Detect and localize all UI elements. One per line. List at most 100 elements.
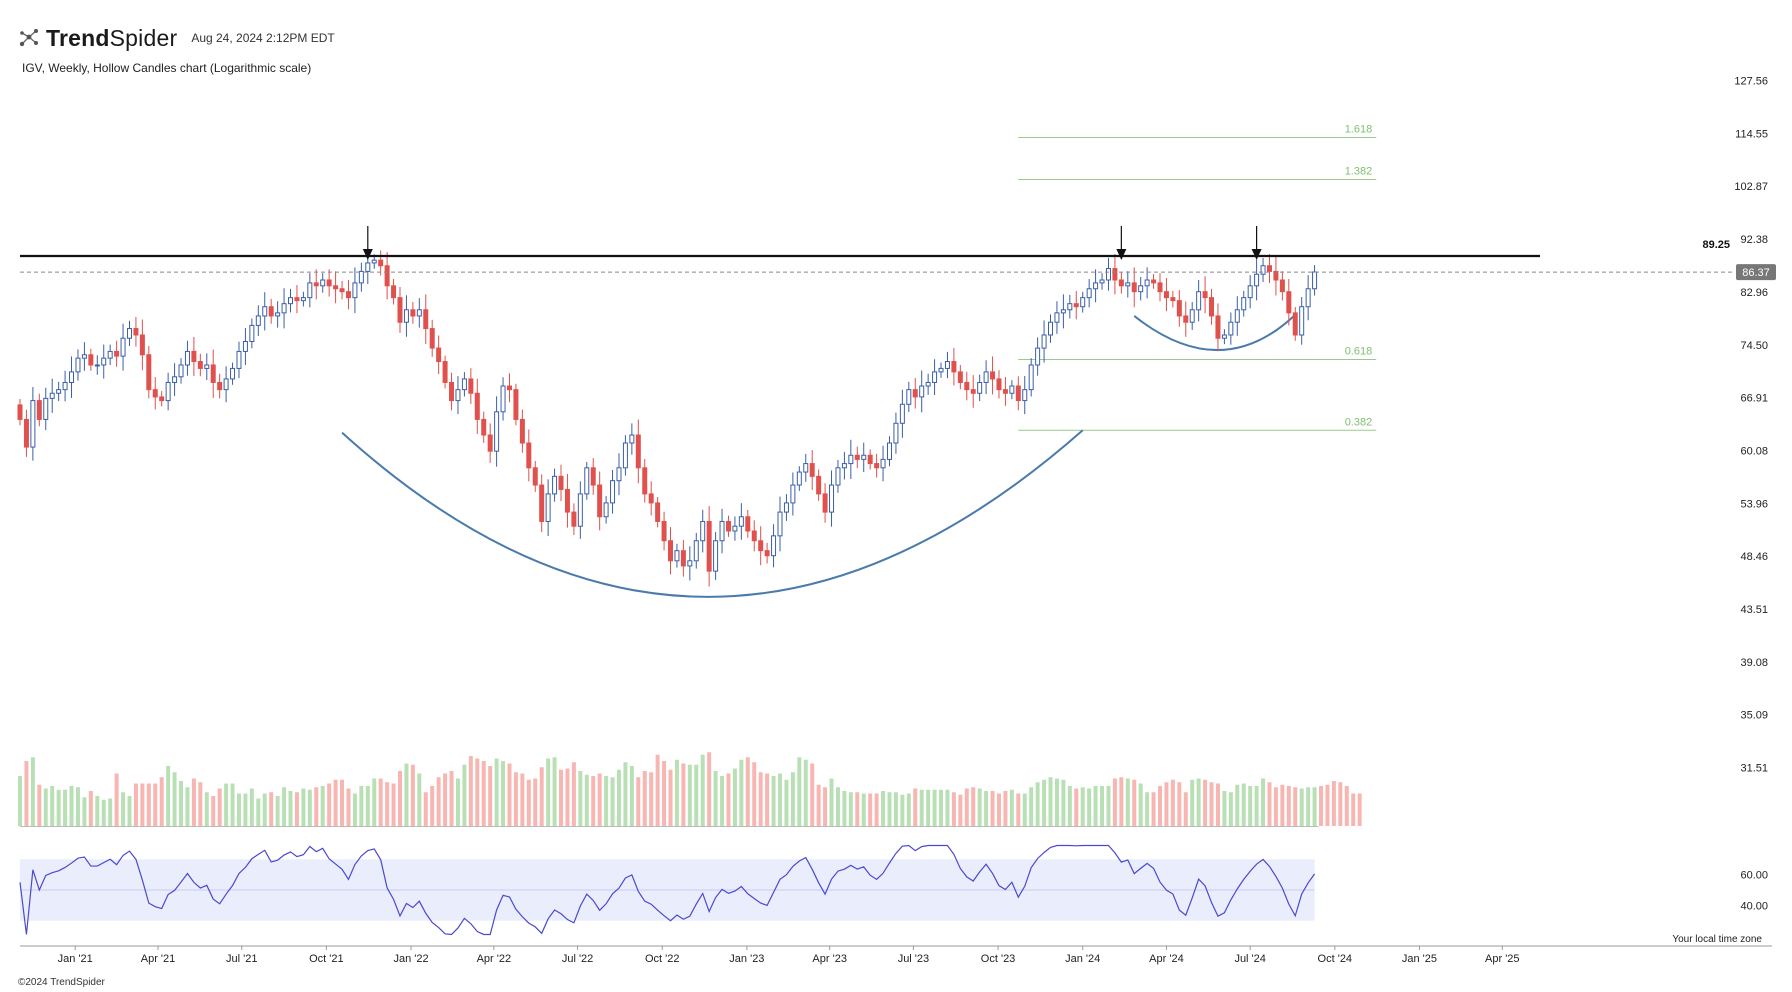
volume-bar — [114, 773, 119, 826]
candle — [1041, 320, 1047, 363]
volume-bar — [642, 771, 647, 826]
volume-bar — [958, 794, 963, 826]
candle-body — [1125, 282, 1131, 287]
volume-bar — [507, 763, 512, 826]
candle — [1228, 312, 1234, 345]
candle-body — [1112, 268, 1118, 281]
candle-body — [932, 371, 938, 383]
candle-body — [577, 493, 583, 527]
candle — [281, 288, 287, 329]
candle-body — [339, 288, 345, 293]
candle — [429, 319, 435, 357]
time-tick-label: Jul '23 — [898, 953, 929, 965]
volume-bar — [1093, 786, 1098, 826]
candle — [777, 496, 783, 552]
candle-body — [526, 442, 532, 469]
volume-bar — [185, 787, 190, 826]
candle-body — [616, 467, 622, 482]
candle-body — [403, 309, 409, 323]
cup-arc — [341, 429, 1084, 598]
volume-bar — [881, 791, 886, 826]
candle-body — [1234, 309, 1240, 323]
volume-bar — [1280, 784, 1285, 826]
volume-bar — [30, 757, 35, 826]
candle-body — [1086, 288, 1092, 299]
volume-bar — [1145, 792, 1150, 826]
volume-bar — [681, 763, 686, 826]
volume-bar — [1158, 786, 1162, 826]
volume-bar — [359, 786, 364, 826]
candle-body — [829, 484, 835, 513]
volume-bar — [475, 758, 480, 826]
volume-bar — [887, 792, 892, 826]
time-tick-label: Oct '23 — [981, 953, 1016, 965]
candle-body — [848, 454, 854, 465]
volume-bar — [1125, 778, 1130, 826]
candle — [526, 429, 532, 482]
fib-label-1.618: 1.618 — [1345, 123, 1373, 135]
volume-bar — [1338, 782, 1343, 826]
candle-body — [539, 484, 545, 522]
volume-bar — [455, 778, 460, 826]
candle-body — [500, 385, 506, 413]
candle-body — [867, 454, 873, 465]
candle-body — [1221, 334, 1227, 339]
volume-bar — [1203, 779, 1208, 826]
time-tick-label: Apr '24 — [1149, 953, 1184, 965]
volume-bar — [75, 787, 80, 826]
volume-bar — [571, 762, 576, 826]
volume-bar — [1344, 786, 1349, 826]
volume-bar — [1100, 786, 1105, 826]
candle — [275, 301, 281, 328]
candle — [1196, 280, 1202, 322]
volume-bar — [623, 762, 628, 826]
candle — [848, 439, 854, 480]
candle-body — [1183, 315, 1189, 323]
candle — [455, 376, 461, 415]
candle-body — [378, 259, 384, 267]
candle-body — [307, 282, 313, 299]
volume-bar — [217, 788, 222, 826]
volume-bar — [855, 792, 860, 826]
volume-bar — [88, 791, 93, 826]
volume-bar — [939, 789, 944, 826]
candle — [1105, 257, 1111, 291]
candle — [861, 442, 867, 473]
candle-body — [236, 350, 242, 369]
candle — [378, 250, 384, 276]
candle — [1163, 278, 1169, 312]
candle-body — [172, 376, 178, 383]
volume-bar — [816, 784, 821, 826]
volume-bar — [893, 792, 898, 826]
candle — [809, 450, 815, 490]
volume-bar — [1228, 792, 1233, 826]
volume-bar — [739, 759, 744, 826]
volume-bar — [597, 773, 602, 826]
volume-bar — [720, 776, 725, 826]
volume-bar — [468, 756, 473, 826]
candle — [204, 353, 210, 381]
volume-bar — [700, 754, 705, 826]
candle — [616, 453, 622, 496]
candle — [159, 391, 165, 407]
trendspider-logo[interactable]: TrendSpider — [18, 25, 177, 52]
candle — [197, 353, 203, 377]
volume-bar — [835, 787, 840, 826]
candle — [977, 374, 983, 402]
price-tick-label: 35.09 — [1740, 710, 1768, 722]
volume-bar — [984, 791, 989, 826]
candle-body — [693, 540, 699, 562]
candle — [1125, 271, 1131, 298]
candle-body — [384, 265, 390, 287]
candle-body — [1176, 300, 1182, 317]
volume-bar — [1035, 782, 1040, 826]
time-tick-label: Jul '22 — [562, 953, 593, 965]
volume-bar — [604, 776, 609, 826]
candle-body — [861, 454, 867, 460]
candle-body — [796, 471, 802, 486]
volume-bar — [1190, 779, 1195, 826]
candle — [564, 473, 570, 528]
candle-body — [886, 442, 892, 460]
candle-body — [1286, 291, 1292, 314]
